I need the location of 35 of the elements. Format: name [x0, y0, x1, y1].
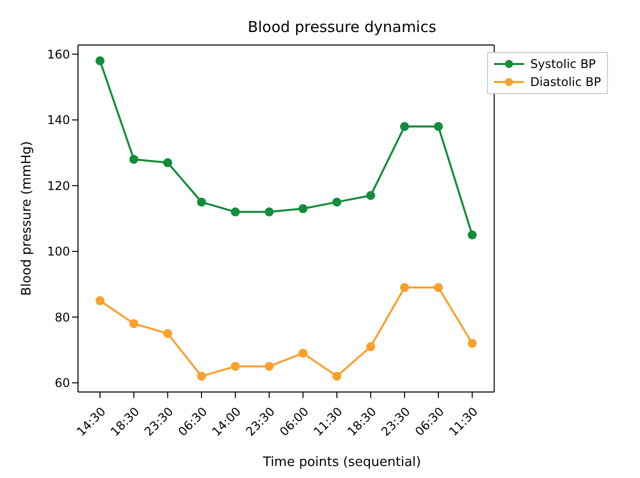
point — [96, 296, 104, 306]
y-axis-title: Blood pressure (mmHg) — [20, 141, 35, 296]
point — [197, 372, 206, 381]
point — [434, 283, 443, 292]
point — [298, 204, 308, 214]
point — [163, 158, 172, 168]
y-tick-label: 140 — [47, 113, 70, 128]
point — [264, 362, 274, 371]
point — [230, 362, 240, 371]
point — [366, 191, 376, 200]
legend-label: Systolic BP — [530, 56, 596, 73]
point — [129, 319, 138, 328]
point — [197, 198, 206, 207]
point — [129, 154, 138, 164]
point — [366, 342, 376, 352]
point — [434, 122, 443, 131]
legend-label: Diastolic BP — [530, 74, 601, 91]
point — [468, 230, 477, 240]
y-tick-label: 100 — [47, 244, 70, 259]
y-tick-label: 80 — [54, 310, 70, 324]
x-axis-title: Time points (sequential) — [262, 455, 422, 470]
y-tick-label: 60 — [54, 376, 70, 390]
chart-title: Blood pressure dynamics — [246, 18, 438, 36]
point — [400, 122, 410, 131]
point — [298, 348, 308, 358]
point — [264, 207, 274, 216]
point — [163, 329, 172, 338]
point — [332, 198, 342, 207]
point — [468, 338, 477, 348]
y-tick-label: 160 — [47, 47, 70, 62]
y-tick-label: 120 — [47, 178, 70, 193]
point — [332, 372, 342, 381]
point — [230, 207, 240, 216]
point — [96, 56, 104, 66]
point — [400, 283, 410, 292]
